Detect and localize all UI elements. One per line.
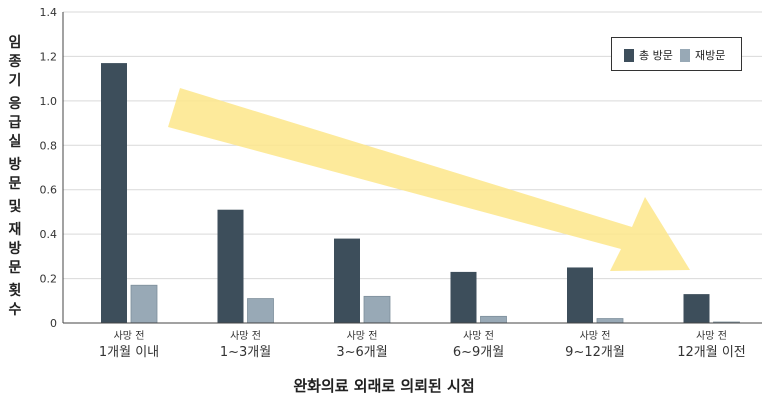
x-tick-label-line1: 사망 전 <box>230 331 261 342</box>
y-axis-label-word: 및 <box>8 199 22 215</box>
legend: 총 방문 재방문 <box>611 37 742 71</box>
x-tick-label-4: 사망 전 6~9개월 <box>424 330 534 360</box>
x-tick-label-line1: 사망 전 <box>579 331 611 342</box>
bar-total-3 <box>334 238 360 323</box>
x-tick-label-6: 사망 전 12개월 이전 <box>657 330 767 360</box>
bar-total-1 <box>101 63 127 323</box>
y-tick-label: 0 <box>50 317 57 330</box>
bar-revisit-1 <box>130 284 158 324</box>
x-tick-label-line1: 사망 전 <box>463 331 494 342</box>
y-tick-label: 1.2 <box>40 50 58 63</box>
bar-revisit-3 <box>363 295 391 324</box>
x-tick-label-line2: 1개월 이내 <box>98 345 160 360</box>
trend-arrow <box>168 88 690 271</box>
bar-revisit-2 <box>247 298 274 324</box>
axes: 0 0.2 0.4 0.6 0.8 1.0 1.2 1.4 <box>40 6 762 330</box>
legend-label-total: 총 방문 <box>639 49 673 62</box>
y-tick-label: 0.8 <box>40 139 58 152</box>
x-tick-label-1: 사망 전 1개월 이내 <box>74 330 184 360</box>
x-tick-label-2: 사망 전 1~3개월 <box>191 330 301 360</box>
y-tick-label: 1.0 <box>40 95 58 108</box>
x-axis-label: 완화의료 외래로 의뢰된 시점 <box>293 377 475 395</box>
x-tick-label-5: 사망 전 9~12개월 <box>540 330 650 360</box>
bar-total-6 <box>683 294 710 323</box>
x-tick-label-3: 사망 전 3~6개월 <box>307 330 417 360</box>
legend-swatch-total <box>624 48 634 62</box>
y-tick-label: 0.6 <box>40 184 58 197</box>
x-tick-label-line2: 9~12개월 <box>565 345 625 360</box>
x-tick-label-line2: 3~6개월 <box>336 345 388 360</box>
x-tick-label-line1: 사망 전 <box>696 331 727 342</box>
x-tick-label-line2: 12개월 이전 <box>677 345 746 360</box>
legend-item-revisit: 재방문 <box>680 47 725 63</box>
bars <box>101 63 740 324</box>
trend-arrow-shape <box>168 88 690 271</box>
y-tick-label: 0.4 <box>40 228 58 241</box>
bar-total-5 <box>567 267 593 323</box>
y-tick-label: 1.4 <box>40 6 58 19</box>
x-tick-label-line1: 사망 전 <box>113 331 145 342</box>
bar-total-4 <box>450 271 477 323</box>
bar-revisit-5 <box>596 318 624 324</box>
bar-revisit-4 <box>480 315 507 324</box>
legend-swatch-revisit <box>680 48 690 62</box>
legend-label-revisit: 재방문 <box>695 49 726 62</box>
x-tick-label-line2: 1~3개월 <box>219 345 272 360</box>
x-tick-label-line1: 사망 전 <box>346 331 378 342</box>
legend-item-total: 총 방문 <box>624 47 673 63</box>
y-tick-label: 0.2 <box>40 273 58 286</box>
x-tick-label-line2: 6~9개월 <box>452 345 505 360</box>
bar-total-2 <box>217 209 244 323</box>
